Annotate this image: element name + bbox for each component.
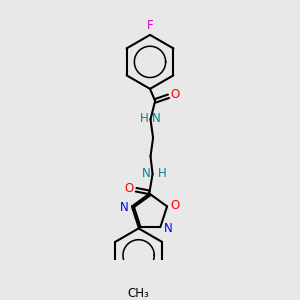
Text: N: N — [142, 167, 151, 180]
Text: N: N — [152, 112, 161, 125]
Text: N: N — [120, 201, 129, 214]
Text: N: N — [164, 222, 172, 235]
Text: O: O — [171, 199, 180, 212]
Text: F: F — [147, 19, 153, 32]
Text: H: H — [158, 167, 167, 180]
Text: H: H — [140, 112, 148, 125]
Text: CH₃: CH₃ — [128, 287, 149, 300]
Text: O: O — [125, 182, 134, 195]
Text: O: O — [171, 88, 180, 101]
